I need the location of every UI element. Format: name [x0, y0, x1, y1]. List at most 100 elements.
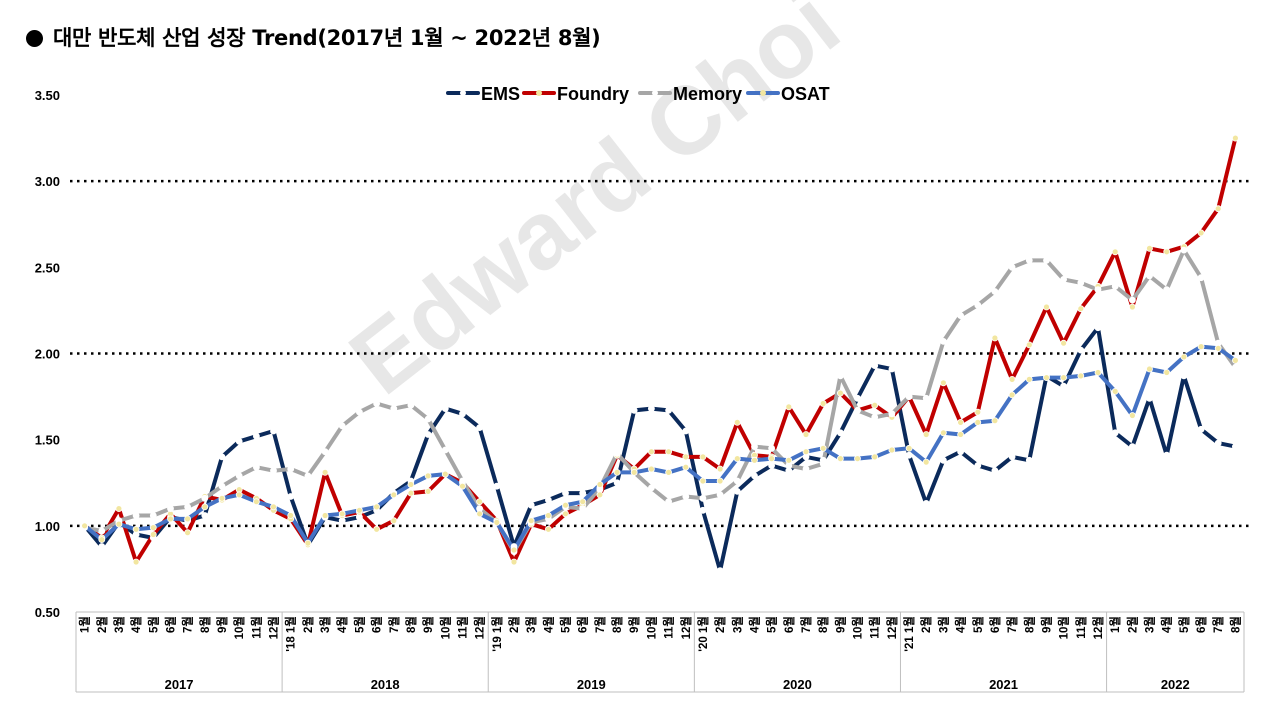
month-tick-label: 11월 — [249, 616, 263, 639]
data-point-osat — [940, 429, 947, 437]
data-point-ems — [940, 456, 947, 464]
month-tick-label: 5월 — [352, 616, 366, 633]
data-point-ems — [218, 453, 226, 461]
month-tick-label: 12월 — [1091, 616, 1105, 639]
legend-label-osat: OSAT — [781, 84, 830, 104]
data-point-ems — [252, 432, 260, 440]
data-point-osat — [115, 520, 123, 528]
month-tick-label: 3월 — [1143, 616, 1157, 633]
month-tick-label: 3월 — [524, 616, 538, 633]
data-point-ems — [665, 406, 672, 414]
data-point-foundry — [132, 558, 140, 566]
data-point-osat — [957, 431, 964, 438]
year-label: 2021 — [989, 677, 1018, 692]
data-point-ems — [871, 362, 879, 370]
month-tick-label: 7월 — [593, 616, 607, 633]
data-point-osat — [407, 481, 415, 488]
month-tick-label: 6월 — [1194, 616, 1208, 633]
data-point-foundry — [149, 531, 157, 538]
data-point-foundry — [1043, 303, 1050, 311]
data-point-osat — [699, 477, 707, 485]
data-point-ems — [1232, 443, 1239, 451]
data-point-osat — [854, 455, 861, 463]
month-tick-label: 4월 — [747, 616, 761, 633]
data-point-foundry — [1077, 305, 1085, 313]
month-tick-label: 11월 — [662, 616, 676, 639]
data-point-ems — [974, 462, 982, 469]
data-point-osat — [459, 482, 466, 490]
data-point-ems — [1111, 429, 1119, 437]
month-tick-label: 4월 — [1160, 616, 1174, 633]
month-tick-label: 10월 — [644, 616, 658, 639]
data-point-ems — [270, 427, 277, 435]
data-point-memory — [321, 448, 329, 456]
data-point-osat — [922, 458, 930, 466]
data-point-ems — [1197, 425, 1205, 433]
month-tick-label: 10월 — [438, 616, 452, 639]
data-point-osat — [733, 455, 741, 463]
data-point-osat — [1146, 365, 1153, 373]
data-point-memory — [682, 493, 690, 500]
data-point-memory — [98, 527, 106, 535]
data-point-osat — [1197, 343, 1205, 351]
data-point-osat — [682, 463, 690, 471]
data-point-osat — [424, 472, 432, 480]
data-point-memory — [390, 405, 398, 413]
month-tick-label: 9월 — [627, 616, 641, 633]
data-point-memory — [132, 512, 140, 519]
data-point-ems — [527, 501, 535, 509]
data-point-osat — [1060, 374, 1067, 382]
data-point-memory — [665, 498, 672, 506]
month-tick-label: 10월 — [1057, 616, 1071, 639]
data-point-osat — [837, 455, 844, 463]
legend-label-memory: Memory — [673, 84, 742, 104]
data-point-memory — [1146, 272, 1153, 280]
data-point-memory — [149, 512, 157, 519]
data-point-memory — [1163, 286, 1171, 294]
data-point-osat — [1163, 369, 1171, 376]
data-point-memory — [1232, 363, 1239, 371]
data-point-osat — [493, 519, 501, 526]
data-point-foundry — [1008, 375, 1016, 383]
data-point-ems — [733, 487, 741, 495]
data-point-memory — [441, 446, 449, 454]
data-point-memory — [974, 301, 982, 309]
y-tick-label: 1.00 — [35, 519, 60, 534]
month-tick-label: 9월 — [1039, 616, 1053, 633]
data-point-memory — [905, 393, 913, 401]
data-point-ems — [922, 499, 930, 507]
data-point-ems — [716, 567, 724, 574]
data-point-osat — [81, 522, 88, 530]
data-point-osat — [441, 470, 449, 478]
data-point-memory — [957, 312, 964, 320]
data-point-memory — [768, 444, 775, 452]
data-point-ems — [441, 405, 449, 413]
data-point-memory — [424, 415, 432, 423]
data-point-foundry — [373, 525, 381, 533]
data-point-foundry — [1146, 244, 1153, 252]
month-tick-label: 1월 — [1108, 616, 1122, 633]
data-point-osat — [390, 491, 398, 499]
data-point-osat — [218, 494, 226, 502]
data-point-foundry — [562, 510, 569, 518]
data-point-memory — [167, 505, 174, 513]
month-tick-label: 4월 — [541, 616, 555, 633]
data-point-ems — [459, 410, 466, 418]
month-tick-label: 7월 — [181, 616, 195, 633]
month-tick-label: 4월 — [954, 616, 968, 633]
month-tick-label: 10월 — [851, 616, 865, 639]
month-tick-label: 7월 — [1211, 616, 1225, 633]
data-point-foundry — [682, 453, 690, 461]
month-tick-label: 12월 — [473, 616, 487, 639]
data-point-memory — [1077, 279, 1085, 287]
data-point-foundry — [1197, 229, 1205, 237]
data-point-osat — [1025, 375, 1033, 383]
month-tick-label: 12월 — [267, 616, 281, 639]
data-point-memory — [613, 450, 621, 457]
month-tick-label: 5월 — [765, 616, 779, 633]
month-tick-label: 8월 — [404, 616, 418, 633]
data-point-memory — [648, 484, 655, 492]
data-point-osat — [905, 444, 913, 452]
data-point-osat — [373, 503, 381, 511]
data-point-foundry — [991, 334, 999, 342]
